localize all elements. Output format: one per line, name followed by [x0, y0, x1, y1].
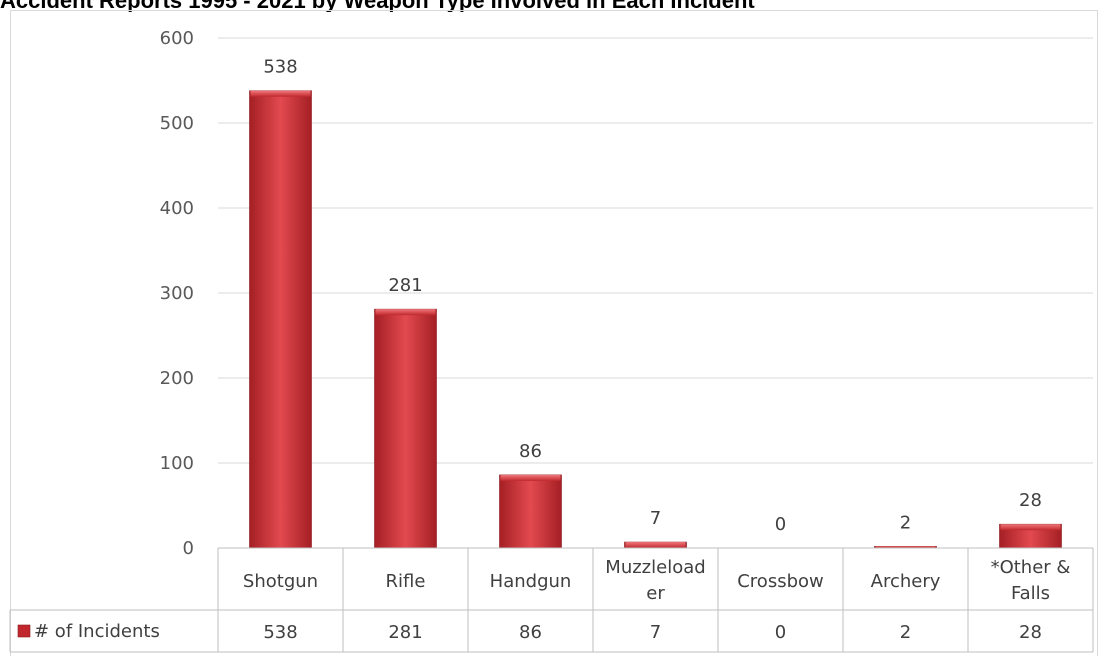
- bar: [499, 474, 562, 549]
- x-tick-label: *Other &: [991, 557, 1071, 578]
- table-value: 0: [775, 622, 786, 643]
- legend-label: # of Incidents: [34, 621, 160, 642]
- bar-cap: [1000, 524, 1061, 531]
- data-label: 2: [900, 512, 911, 533]
- legend-swatch: [17, 624, 31, 638]
- data-label: 7: [650, 508, 661, 529]
- y-tick-label: 200: [160, 368, 194, 389]
- y-tick-label: 0: [183, 538, 194, 559]
- table-value: 2: [900, 622, 911, 643]
- chart-title: Accident Reports 1995 - 2021 by Weapon T…: [0, 0, 1110, 12]
- table-value: 538: [263, 622, 297, 643]
- x-tick-label: Shotgun: [243, 571, 318, 592]
- x-tick-label: Archery: [871, 571, 941, 592]
- data-label: 538: [263, 57, 297, 78]
- data-label: 86: [519, 441, 542, 462]
- x-tick-label: Rifle: [386, 571, 426, 592]
- chart-area: [10, 10, 1098, 656]
- bar-cap: [250, 90, 311, 97]
- x-tick-label: Handgun: [490, 571, 572, 592]
- y-tick-label: 400: [160, 198, 194, 219]
- y-tick-label: 300: [160, 283, 194, 304]
- bar-cap: [625, 542, 686, 548]
- table-value: 28: [1019, 622, 1042, 643]
- bar-cap: [375, 309, 436, 316]
- table-value: 281: [388, 622, 422, 643]
- x-tick-label: er: [646, 583, 665, 604]
- bar: [374, 308, 437, 549]
- x-tick-label: Muzzleload: [605, 557, 705, 578]
- x-tick-label: Falls: [1011, 583, 1050, 604]
- y-tick-label: 500: [160, 113, 194, 134]
- data-label: 0: [775, 514, 786, 535]
- table-value: 7: [650, 622, 661, 643]
- y-tick-label: 100: [160, 453, 194, 474]
- bar-cap: [875, 546, 936, 548]
- bar-cap: [500, 474, 561, 481]
- data-label: 28: [1019, 490, 1042, 511]
- bar: [249, 90, 312, 549]
- table-value: 86: [519, 622, 542, 643]
- x-tick-label: Crossbow: [737, 571, 824, 592]
- data-label: 281: [388, 275, 422, 296]
- y-tick-label: 600: [160, 28, 194, 49]
